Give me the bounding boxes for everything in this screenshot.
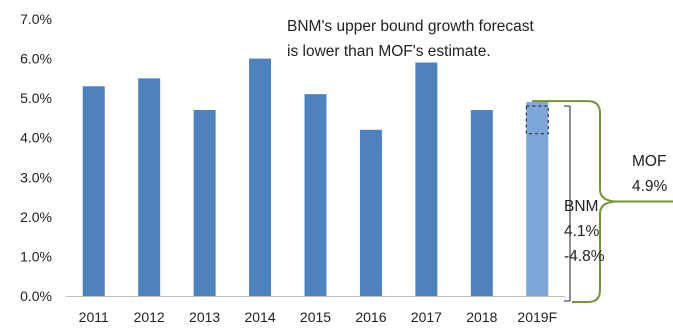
- x-tick-label: 2014: [244, 309, 275, 325]
- mof-label-line-1: MOF: [632, 153, 666, 170]
- y-tick-label: 7.0%: [20, 11, 52, 27]
- bnm-range-dashed-box: [525, 105, 549, 135]
- bar: [138, 78, 161, 296]
- bar: [415, 62, 438, 297]
- x-tick-label: 2012: [134, 309, 165, 325]
- x-tick-label: 2013: [189, 309, 220, 325]
- bar: [249, 58, 272, 297]
- bars: [82, 58, 549, 297]
- bar: [304, 94, 327, 296]
- bnm-label-line-1: BNM: [564, 198, 598, 215]
- y-axis-tick-labels: 0.0% 1.0% 2.0% 3.0% 4.0% 5.0% 6.0% 7.0%: [20, 11, 52, 304]
- y-tick-label: 2.0%: [20, 209, 52, 225]
- bar-forecast: [526, 102, 549, 296]
- x-axis-tick-labels: 2011 2012 2013 2014 2015 2016 2017 2018 2019F: [79, 309, 557, 325]
- bar: [470, 110, 493, 296]
- x-tick-label: 2011: [79, 309, 109, 325]
- bar: [193, 110, 216, 296]
- bar: [359, 129, 382, 296]
- bnm-range-annotation: [525, 105, 571, 302]
- mof-label-line-2: 4.9%: [632, 178, 668, 195]
- headline-line-2: is lower than MOF's estimate.: [287, 43, 491, 60]
- x-tick-label: 2018: [466, 309, 497, 325]
- headline-line-1: BNM's upper bound growth forecast: [287, 18, 534, 35]
- y-tick-label: 0.0%: [20, 288, 52, 304]
- x-tick-label: 2016: [355, 309, 386, 325]
- y-tick-label: 6.0%: [20, 51, 52, 67]
- bnm-label-line-3: -4.8%: [564, 248, 605, 265]
- y-tick-label: 3.0%: [20, 169, 52, 185]
- bnm-label-line-2: 4.1%: [564, 223, 600, 240]
- x-tick-label: 2015: [300, 309, 331, 325]
- x-tick-label: 2019F: [517, 309, 557, 325]
- y-tick-label: 4.0%: [20, 130, 52, 146]
- y-tick-label: 5.0%: [20, 90, 52, 106]
- bar: [82, 86, 105, 297]
- x-tick-label: 2017: [411, 309, 442, 325]
- y-tick-label: 1.0%: [20, 248, 52, 264]
